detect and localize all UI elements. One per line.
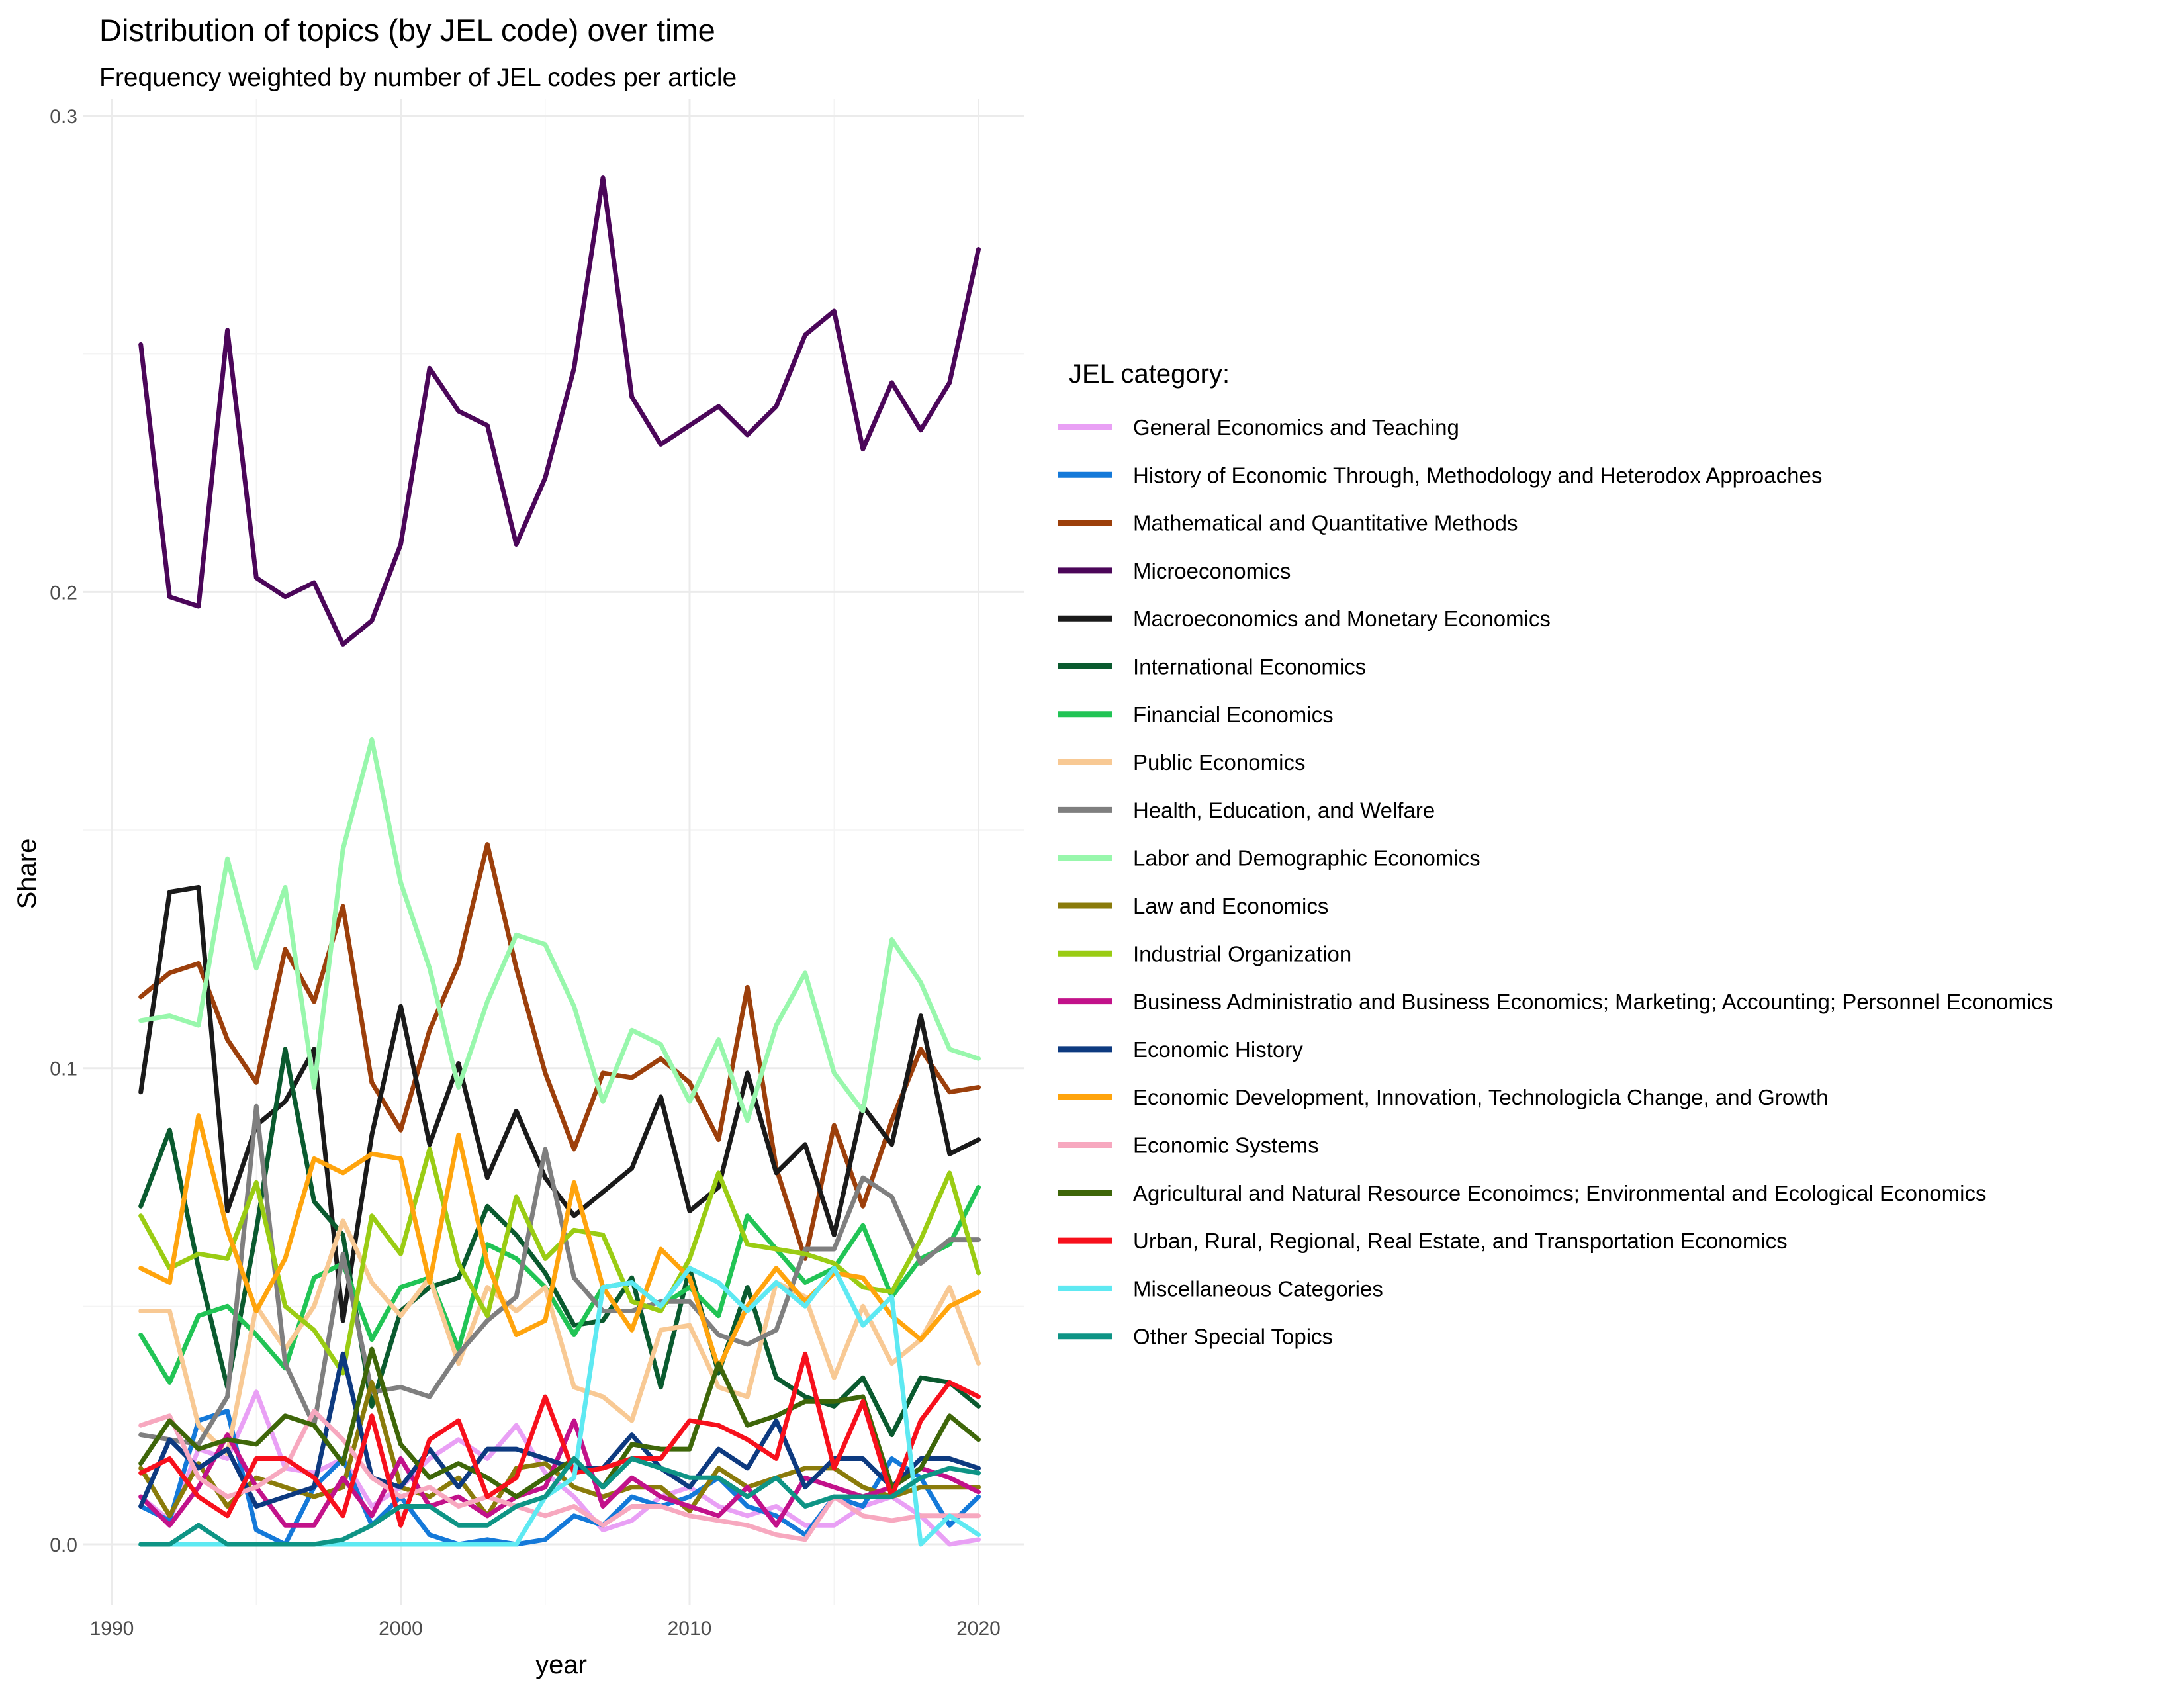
legend-label-10: Labor and Demographic Economics: [1133, 846, 1480, 870]
y-tick-label: 0.3: [50, 106, 77, 128]
legend-label-16: Economic Systems: [1133, 1133, 1319, 1158]
legend: General Economics and Teaching History of…: [1058, 415, 2053, 1349]
y-axis-ticks: 0.0 0.1 0.2 0.3: [50, 106, 77, 1556]
legend-label-6: International Economics: [1133, 655, 1366, 679]
series-line-8: [138, 1218, 981, 1456]
legend-label-19: Miscellaneous Categories: [1133, 1276, 1383, 1301]
series-line-17: [138, 1346, 981, 1499]
legend-label-14: Economic History: [1133, 1037, 1303, 1062]
legend-label-4: Microeconomics: [1133, 559, 1291, 583]
y-axis-title: Share: [13, 839, 42, 910]
legend-label-2: History of Economic Through, Methodology…: [1133, 463, 1822, 487]
series-line-9: [138, 1103, 981, 1447]
chart-title: Distribution of topics (by JEL code) ove…: [99, 13, 715, 48]
series-line-20: [138, 1456, 981, 1547]
y-tick-label: 0.1: [50, 1058, 77, 1080]
legend-label-20: Other Special Topics: [1133, 1325, 1333, 1349]
series-line-18: [138, 1351, 981, 1528]
series-line-5: [138, 884, 981, 1323]
x-tick-label: 1990: [90, 1618, 134, 1640]
y-tick-label: 0.2: [50, 582, 77, 604]
x-axis-title: year: [535, 1650, 587, 1679]
x-tick-label: 2020: [956, 1618, 1001, 1640]
x-tick-label: 2010: [668, 1618, 712, 1640]
series-line-10: [138, 737, 981, 1123]
legend-label-8: Public Economics: [1133, 750, 1305, 774]
series-lines: [138, 175, 981, 1547]
series-line-4: [138, 175, 981, 647]
legend-label-7: Financial Economics: [1133, 702, 1334, 727]
legend-label-18: Urban, Rural, Regional, Real Estate, and…: [1133, 1229, 1788, 1253]
legend-label-12: Industrial Organization: [1133, 941, 1351, 966]
legend-label-9: Health, Education, and Welfare: [1133, 798, 1435, 822]
chart-subtitle: Frequency weighted by number of JEL code…: [99, 64, 737, 92]
legend-title: JEL category:: [1069, 359, 1230, 389]
legend-label-15: Economic Development, Innovation, Techno…: [1133, 1085, 1829, 1109]
series-line-16: [138, 1409, 981, 1542]
series-line-7: [138, 1185, 981, 1385]
legend-label-17: Agricultural and Natural Resource Econoi…: [1133, 1181, 1986, 1205]
y-tick-label: 0.0: [50, 1534, 77, 1556]
legend-label-11: Law and Economics: [1133, 894, 1328, 918]
legend-label-3: Mathematical and Quantitative Methods: [1133, 511, 1518, 536]
legend-label-13: Business Administratio and Business Econ…: [1133, 990, 2053, 1014]
x-tick-label: 2000: [379, 1618, 423, 1640]
series-line-13: [138, 1418, 981, 1528]
legend-label-5: Macroeconomics and Monetary Economics: [1133, 606, 1551, 631]
series-line-3: [138, 842, 981, 1261]
legend-label-1: General Economics and Teaching: [1133, 415, 1459, 440]
x-axis-ticks: 1990 2000 2010 2020: [90, 1618, 1001, 1640]
